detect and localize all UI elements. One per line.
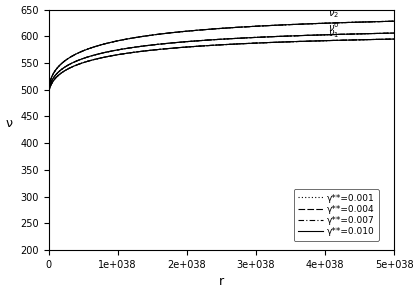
Text: $\nu_2$: $\nu_2$ <box>328 9 339 20</box>
Text: $\nu^0$: $\nu^0$ <box>328 20 340 34</box>
Legend: γ**=0.001, γ**=0.004, γ**=0.007, γ**=0.010: γ**=0.001, γ**=0.004, γ**=0.007, γ**=0.0… <box>294 189 379 241</box>
Y-axis label: ν: ν <box>5 117 13 130</box>
X-axis label: r: r <box>219 275 224 288</box>
Text: $\nu_1$: $\nu_1$ <box>328 28 339 40</box>
